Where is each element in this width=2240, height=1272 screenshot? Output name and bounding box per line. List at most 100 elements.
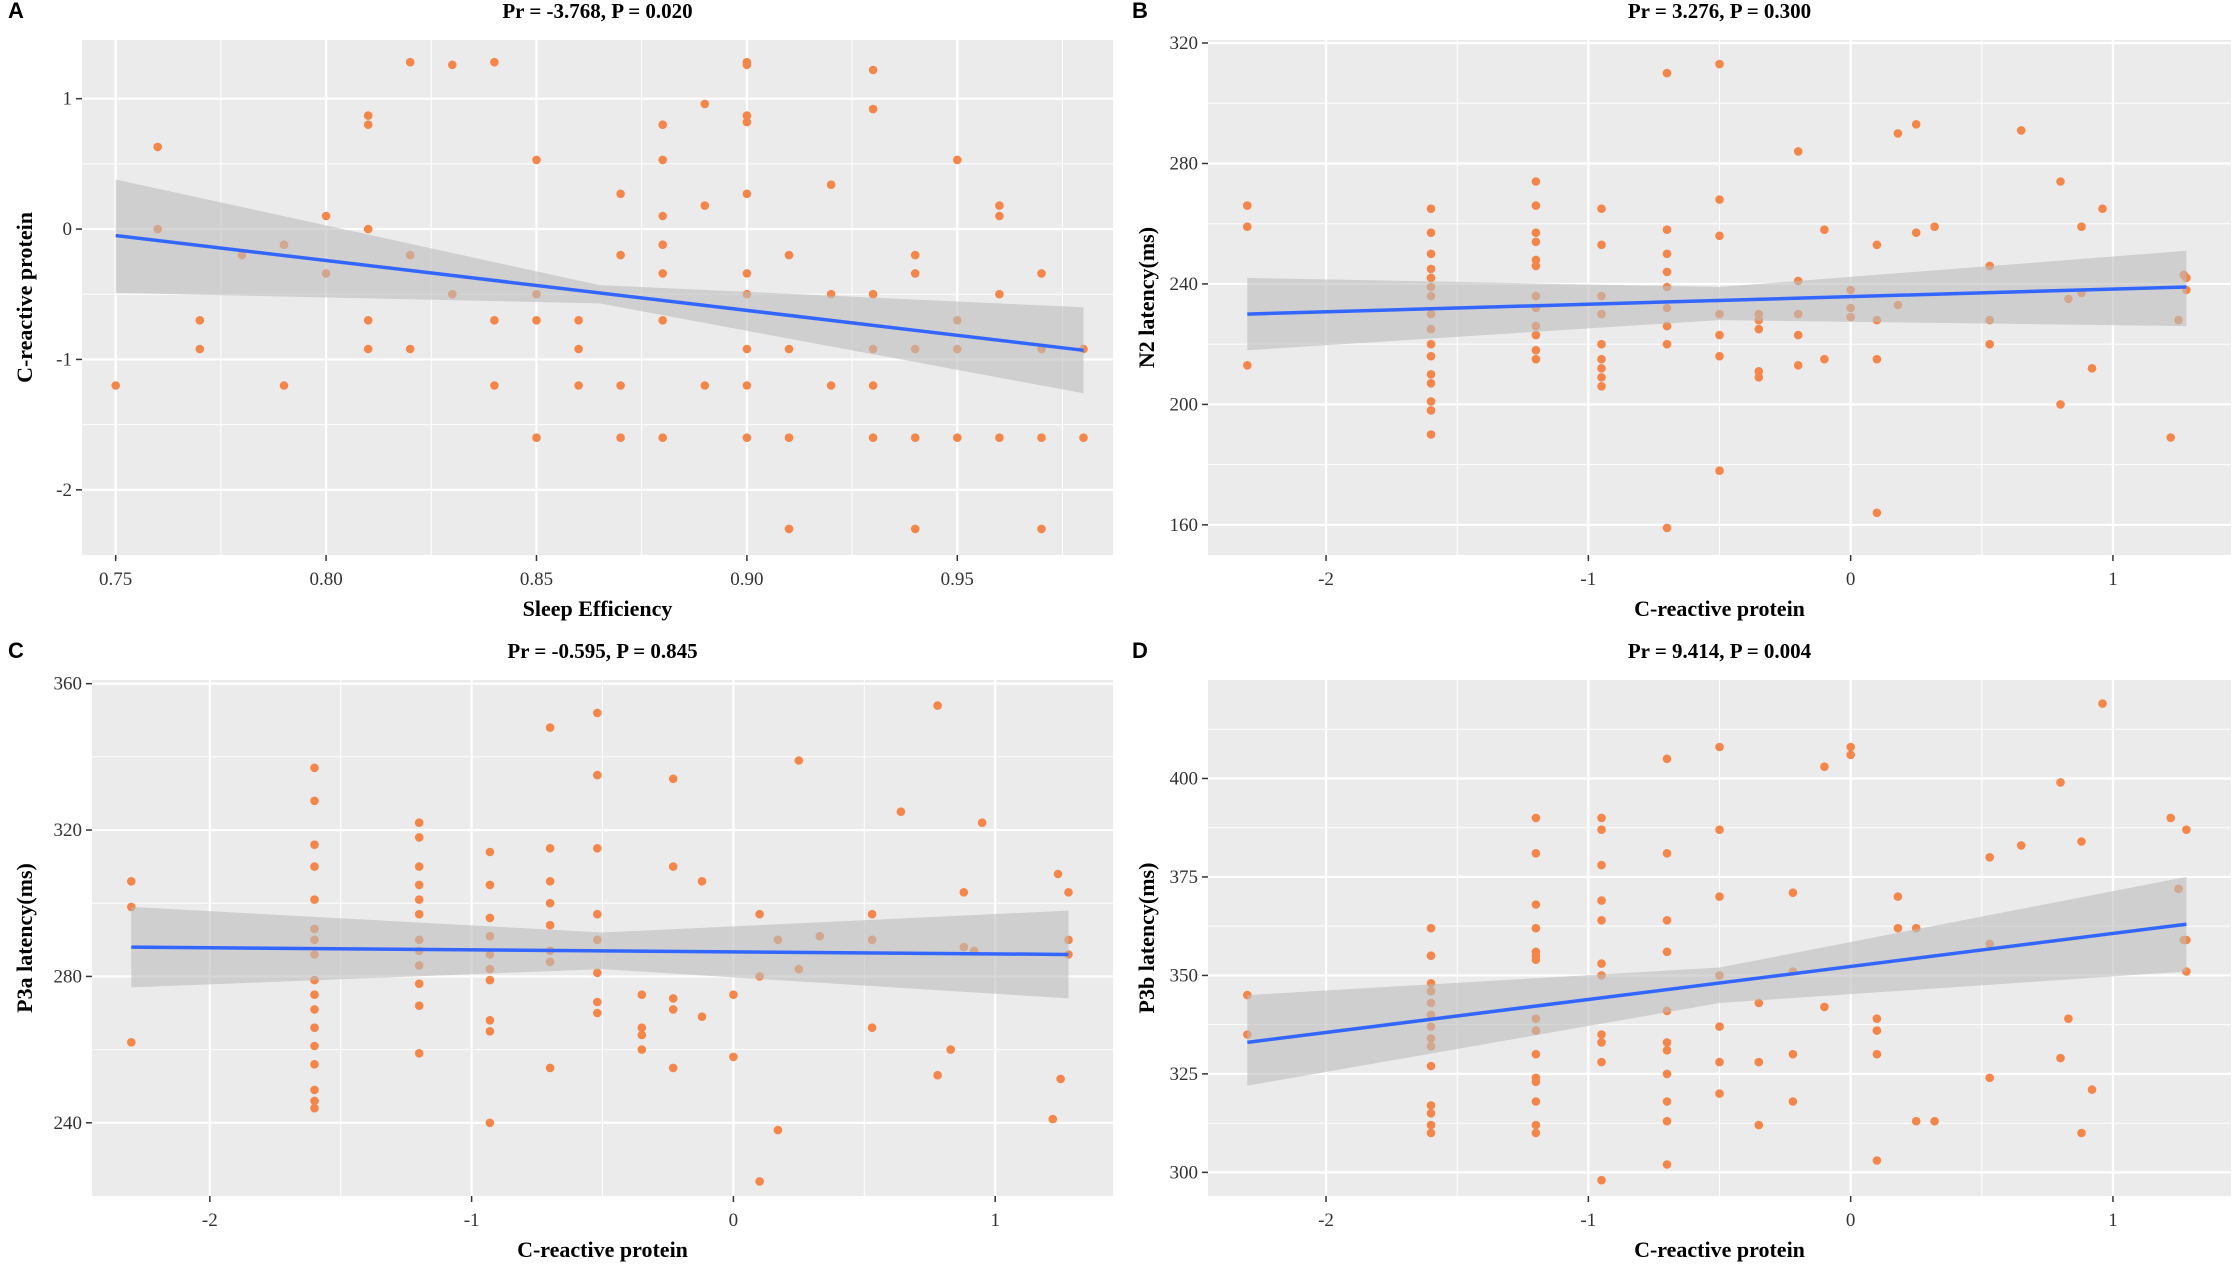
x-axis-label: Sleep Efficiency (523, 596, 673, 621)
data-point (1985, 853, 1994, 862)
x-tick-label: 0 (729, 1210, 739, 1231)
data-point (697, 1012, 707, 1021)
x-tick-label: 0.85 (520, 569, 553, 590)
data-point (363, 120, 373, 129)
data-point (2056, 778, 2065, 787)
panel-title: Pr = 3.276, P = 0.300 (1628, 0, 1811, 23)
y-tick-label: 350 (1170, 965, 1199, 986)
panel-a: 0.75 0.80 0.85 0.90 0.95 -2 -1 0 1 Pr = -3.768, P… (8, 0, 1113, 621)
data-point (1715, 1089, 1724, 1098)
data-point (1754, 367, 1764, 376)
data-point (195, 344, 205, 354)
x-tick-label: 1 (2108, 1210, 2118, 1231)
data-point (658, 240, 667, 249)
data-point (1426, 923, 1436, 933)
data-point (2077, 222, 2086, 231)
y-tick-label: 280 (54, 966, 83, 987)
data-point (1662, 339, 1672, 349)
x-tick-label: 0.75 (99, 569, 132, 590)
data-point (2056, 400, 2065, 409)
data-point (1426, 249, 1436, 259)
data-point (2056, 1053, 2065, 1063)
panel-letter: C (8, 638, 24, 663)
data-point (1930, 222, 1939, 231)
y-tick-label: 300 (1170, 1162, 1199, 1183)
data-point (1715, 195, 1724, 204)
data-point (616, 381, 625, 390)
data-point (1426, 379, 1436, 388)
y-tick-label: 160 (1170, 515, 1199, 536)
data-point (1662, 916, 1672, 925)
data-point (1662, 1069, 1672, 1079)
data-point (1985, 339, 1994, 349)
data-point (658, 269, 667, 278)
x-tick-label: -1 (1580, 1210, 1596, 1231)
confidence-band (115, 179, 1084, 394)
data-point (545, 877, 555, 886)
data-point (1793, 147, 1803, 156)
data-point (616, 189, 625, 199)
data-point (1715, 351, 1724, 361)
panel-title: Pr = -0.595, P = 0.845 (507, 639, 697, 663)
data-point (414, 833, 424, 842)
data-point (742, 189, 752, 199)
data-point (1597, 860, 1606, 870)
data-point (953, 433, 962, 443)
data-point (310, 1041, 319, 1051)
data-point (1597, 896, 1606, 905)
data-point (773, 1125, 783, 1135)
data-point (755, 909, 764, 919)
data-point (1872, 1156, 1882, 1165)
data-point (910, 524, 920, 534)
data-point (1820, 225, 1829, 234)
data-point (658, 155, 667, 165)
data-point (1662, 68, 1672, 78)
y-tick-label: 0 (63, 219, 73, 240)
data-point (995, 433, 1004, 443)
data-point (1793, 361, 1803, 370)
data-point (1715, 825, 1724, 834)
data-point (867, 1023, 877, 1032)
data-point (953, 155, 962, 165)
data-point (1426, 1109, 1436, 1118)
data-point (532, 155, 541, 165)
data-point (490, 381, 499, 390)
data-point (310, 1023, 319, 1032)
data-point (1788, 1049, 1798, 1059)
data-point (2064, 1014, 2073, 1023)
data-point (868, 104, 878, 114)
data-point (1754, 1057, 1764, 1067)
data-point (574, 316, 583, 325)
data-point (310, 990, 319, 999)
data-point (127, 1038, 136, 1047)
data-point (616, 250, 625, 260)
data-point (868, 289, 878, 299)
data-point (742, 269, 752, 278)
data-point (1662, 321, 1672, 331)
data-point (1846, 742, 1855, 752)
y-axis-label: P3a latency(ms) (12, 863, 37, 1013)
data-point (363, 111, 373, 120)
data-point (448, 60, 457, 70)
data-point (485, 1027, 495, 1036)
data-point (784, 250, 794, 260)
data-point (1531, 1049, 1541, 1059)
data-point (1531, 1128, 1541, 1138)
data-point (1426, 430, 1436, 439)
data-point (658, 433, 667, 443)
data-point (310, 1103, 319, 1113)
data-point (1531, 1120, 1541, 1130)
data-point (1531, 900, 1541, 909)
data-point (485, 1016, 495, 1025)
data-point (784, 344, 794, 354)
regression-line (115, 233, 1084, 353)
data-point (1893, 892, 1903, 901)
data-point (1426, 1101, 1436, 1110)
data-point (668, 774, 678, 784)
data-point (896, 807, 906, 816)
data-point (1426, 264, 1436, 274)
data-point (1426, 351, 1436, 361)
y-tick-label: 280 (1170, 153, 1199, 174)
data-point (1531, 201, 1541, 210)
data-point (1243, 222, 1252, 231)
